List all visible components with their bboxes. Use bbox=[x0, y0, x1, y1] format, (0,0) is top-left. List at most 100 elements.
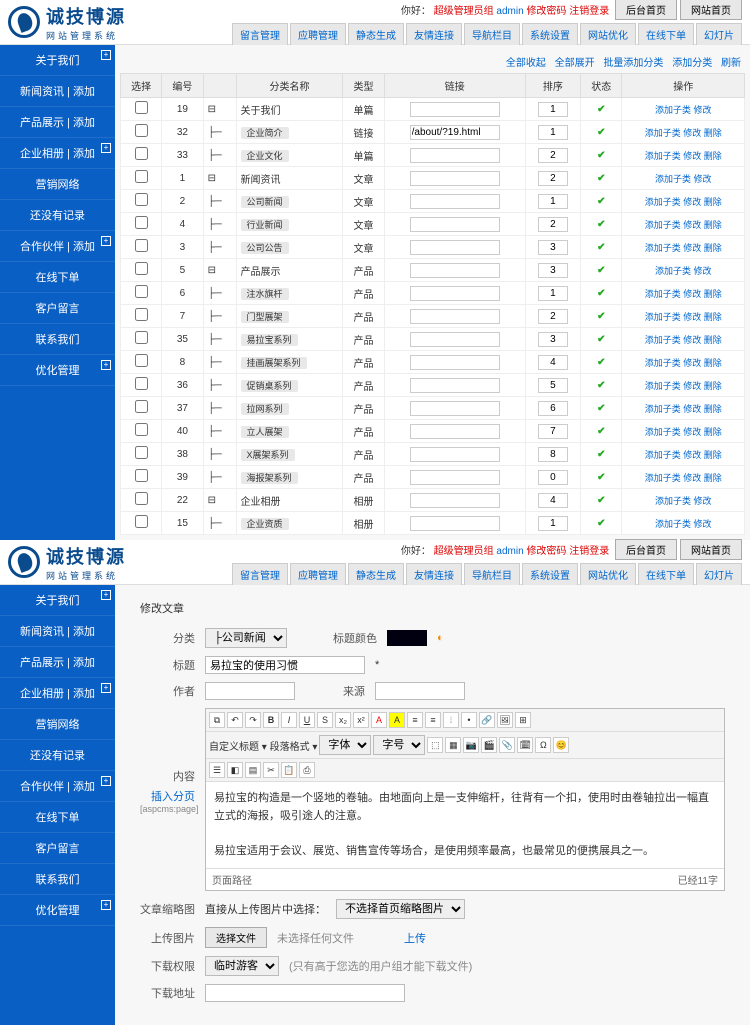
sidebar-item[interactable]: 优化管理+ bbox=[0, 355, 115, 386]
nav-tab[interactable]: 在线下单 bbox=[638, 23, 694, 46]
sidebar-item[interactable]: 营销网络 bbox=[0, 709, 115, 740]
row-checkbox[interactable] bbox=[135, 262, 148, 275]
status-icon[interactable]: ✔ bbox=[597, 150, 605, 161]
sort-input[interactable] bbox=[538, 263, 568, 278]
sort-input[interactable] bbox=[538, 309, 568, 324]
sidebar-item[interactable]: 关于我们+ bbox=[0, 45, 115, 76]
status-icon[interactable]: ✔ bbox=[597, 104, 605, 115]
ed-sub-icon[interactable]: x₂ bbox=[335, 712, 351, 728]
author-input[interactable] bbox=[205, 682, 295, 700]
nav-tab[interactable]: 导航栏目 bbox=[464, 23, 520, 46]
row-checkbox[interactable] bbox=[135, 285, 148, 298]
link-input[interactable] bbox=[410, 424, 500, 439]
row-ops[interactable]: 添加子类 修改 删除 bbox=[622, 282, 745, 305]
sort-input[interactable] bbox=[538, 424, 568, 439]
insert-page-link[interactable]: 插入分页 bbox=[140, 788, 195, 804]
status-icon[interactable]: ✔ bbox=[597, 242, 605, 253]
status-icon[interactable]: ✔ bbox=[597, 173, 605, 184]
ed-source-icon[interactable]: ⧉ bbox=[209, 712, 225, 728]
row-ops[interactable]: 添加子类 修改 bbox=[622, 167, 745, 190]
top-button[interactable]: 后台首页 bbox=[615, 539, 677, 560]
row-checkbox[interactable] bbox=[135, 193, 148, 206]
top-button[interactable]: 网站首页 bbox=[680, 539, 742, 560]
link-input[interactable] bbox=[410, 240, 500, 255]
nav-tab[interactable]: 应聘管理 bbox=[290, 563, 346, 586]
size-select[interactable]: 字号 bbox=[373, 735, 425, 755]
expand-icon[interactable]: + bbox=[101, 236, 111, 246]
status-icon[interactable]: ✔ bbox=[597, 357, 605, 368]
row-ops[interactable]: 添加子类 修改 删除 bbox=[622, 144, 745, 167]
change-pwd-link[interactable]: 修改密码 bbox=[526, 6, 566, 17]
sidebar-item[interactable]: 还没有记录 bbox=[0, 740, 115, 771]
sidebar-item[interactable]: 在线下单 bbox=[0, 802, 115, 833]
nav-tab[interactable]: 幻灯片 bbox=[696, 563, 742, 586]
sort-input[interactable] bbox=[538, 240, 568, 255]
sidebar-item[interactable]: 联系我们 bbox=[0, 864, 115, 895]
nav-tab[interactable]: 静态生成 bbox=[348, 563, 404, 586]
sidebar-item[interactable]: 还没有记录 bbox=[0, 200, 115, 231]
sort-input[interactable] bbox=[538, 332, 568, 347]
status-icon[interactable]: ✔ bbox=[597, 426, 605, 437]
batch-add[interactable]: 批量添加分类 bbox=[603, 58, 663, 69]
row-ops[interactable]: 添加子类 修改 bbox=[622, 512, 745, 535]
sidebar-item[interactable]: 合作伙伴 | 添加+ bbox=[0, 771, 115, 802]
nav-tab[interactable]: 留言管理 bbox=[232, 23, 288, 46]
ed-undo-icon[interactable]: ↶ bbox=[227, 712, 243, 728]
link-input[interactable] bbox=[410, 263, 500, 278]
row-ops[interactable]: 添加子类 修改 删除 bbox=[622, 466, 745, 489]
row-ops[interactable]: 添加子类 修改 删除 bbox=[622, 420, 745, 443]
ed-underline-icon[interactable]: U bbox=[299, 712, 315, 728]
link-input[interactable] bbox=[410, 401, 500, 416]
row-checkbox[interactable] bbox=[135, 423, 148, 436]
expand-icon[interactable]: + bbox=[101, 360, 111, 370]
ed-bg-icon[interactable]: A bbox=[389, 712, 405, 728]
ed-color-icon[interactable]: A bbox=[371, 712, 387, 728]
nav-tab[interactable]: 静态生成 bbox=[348, 23, 404, 46]
ed-ol-icon[interactable]: ⦙ bbox=[443, 712, 459, 728]
row-ops[interactable]: 添加子类 修改 删除 bbox=[622, 397, 745, 420]
ed-table-icon[interactable]: ⊞ bbox=[515, 712, 531, 728]
perm-select[interactable]: 临时游客 bbox=[205, 956, 279, 976]
status-icon[interactable]: ✔ bbox=[597, 518, 605, 529]
ed-link-icon[interactable]: 🔗 bbox=[479, 712, 495, 728]
row-checkbox[interactable] bbox=[135, 147, 148, 160]
sidebar-item[interactable]: 在线下单 bbox=[0, 262, 115, 293]
ed-sup-icon[interactable]: x² bbox=[353, 712, 369, 728]
row-checkbox[interactable] bbox=[135, 469, 148, 482]
status-icon[interactable]: ✔ bbox=[597, 311, 605, 322]
sort-input[interactable] bbox=[538, 148, 568, 163]
source-input[interactable] bbox=[375, 682, 465, 700]
ed-center-icon[interactable]: ≡ bbox=[425, 712, 441, 728]
row-checkbox[interactable] bbox=[135, 377, 148, 390]
sidebar-item[interactable]: 合作伙伴 | 添加+ bbox=[0, 231, 115, 262]
sidebar-item[interactable]: 产品展示 | 添加 bbox=[0, 647, 115, 678]
title-input[interactable] bbox=[205, 656, 365, 674]
row-checkbox[interactable] bbox=[135, 216, 148, 229]
logout-link[interactable]: 注销登录 bbox=[569, 6, 609, 17]
sidebar-item[interactable]: 营销网络 bbox=[0, 169, 115, 200]
nav-tab[interactable]: 友情连接 bbox=[406, 23, 462, 46]
ed-italic-icon[interactable]: I bbox=[281, 712, 297, 728]
expand-all[interactable]: 全部展开 bbox=[555, 58, 595, 69]
status-icon[interactable]: ✔ bbox=[597, 449, 605, 460]
nav-tab[interactable]: 友情连接 bbox=[406, 563, 462, 586]
row-ops[interactable]: 添加子类 修改 bbox=[622, 98, 745, 121]
expand-icon[interactable]: + bbox=[101, 683, 111, 693]
link-input[interactable] bbox=[410, 148, 500, 163]
add-category[interactable]: 添加分类 bbox=[672, 58, 712, 69]
status-icon[interactable]: ✔ bbox=[597, 495, 605, 506]
row-checkbox[interactable] bbox=[135, 400, 148, 413]
sidebar-item[interactable]: 关于我们+ bbox=[0, 585, 115, 616]
ed-img-icon[interactable]: 🖼 bbox=[497, 712, 513, 728]
link-input[interactable] bbox=[410, 217, 500, 232]
sidebar-item[interactable]: 优化管理+ bbox=[0, 895, 115, 926]
sidebar-item[interactable]: 企业相册 | 添加+ bbox=[0, 138, 115, 169]
sidebar-item[interactable]: 企业相册 | 添加+ bbox=[0, 678, 115, 709]
sidebar-item[interactable]: 产品展示 | 添加 bbox=[0, 107, 115, 138]
ed-bold-icon[interactable]: B bbox=[263, 712, 279, 728]
row-checkbox[interactable] bbox=[135, 492, 148, 505]
status-icon[interactable]: ✔ bbox=[597, 196, 605, 207]
link-input[interactable] bbox=[410, 102, 500, 117]
sort-input[interactable] bbox=[538, 355, 568, 370]
nav-tab[interactable]: 网站优化 bbox=[580, 23, 636, 46]
